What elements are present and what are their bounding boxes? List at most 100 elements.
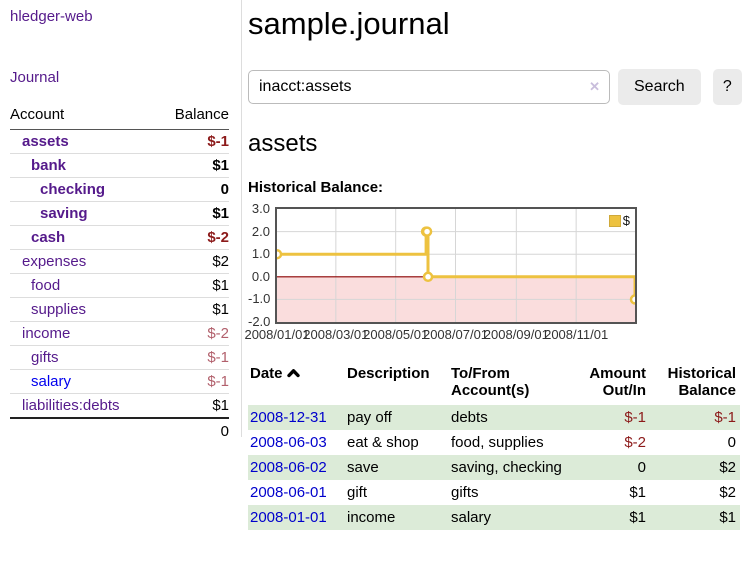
account-balance: $-1 (156, 129, 229, 154)
account-heading: assets (248, 130, 318, 157)
register-header-row: Date Description To/From Account(s) Amou… (248, 363, 740, 405)
transaction-amount: $1 (629, 509, 646, 526)
chart-canvas (277, 209, 635, 322)
register-col-amount-line2: Out/In (602, 382, 646, 399)
account-link-liabilities-debts[interactable]: liabilities:debts (22, 397, 120, 414)
data-point-marker (421, 226, 433, 237)
register-col-balance: Historical Balance (650, 363, 740, 405)
account-link-food[interactable]: food (31, 277, 61, 294)
account-row: salary $-1 (10, 369, 229, 394)
account-link-checking[interactable]: checking (40, 181, 106, 198)
accounts-total: 0 (156, 417, 229, 444)
register-row: 2008-06-02 save saving, checking 0 $2 (248, 455, 740, 480)
register-row: 2008-01-01 income salary $1 $1 (248, 505, 740, 530)
register-col-date[interactable]: Date (248, 363, 345, 405)
clear-search-icon[interactable]: ✕ (589, 79, 600, 94)
account-row: income $-2 (10, 321, 229, 346)
register-row: 2008-06-01 gift gifts $1 $2 (248, 480, 740, 505)
x-axis-tick-label: 2008/03/01 (303, 327, 369, 342)
transaction-accounts: food, supplies (451, 434, 544, 451)
data-point-marker (629, 294, 635, 305)
transaction-date-link[interactable]: 2008-06-02 (250, 459, 327, 476)
transaction-description: save (347, 459, 379, 476)
data-point-marker (422, 271, 434, 283)
page-title: sample.journal (248, 6, 450, 41)
x-axis-tick-label: 2008/07/01 (422, 327, 489, 342)
register-col-accounts-line2: Account(s) (451, 382, 530, 399)
transaction-balance: 0 (727, 434, 736, 451)
account-link-cash[interactable]: cash (31, 229, 66, 246)
account-link-bank[interactable]: bank (31, 157, 67, 174)
accounts-col-balance: Balance (156, 102, 229, 130)
register-table: Date Description To/From Account(s) Amou… (248, 363, 740, 530)
help-button[interactable]: ? (712, 69, 742, 105)
transaction-date-link[interactable]: 2008-06-01 (250, 484, 327, 501)
transaction-date-link[interactable]: 2008-01-01 (250, 509, 327, 526)
transaction-accounts: gifts (451, 484, 479, 501)
transaction-accounts: salary (451, 509, 492, 526)
journal-link[interactable]: Journal (10, 69, 60, 86)
transaction-balance: $2 (719, 484, 736, 501)
account-row: cash $-2 (10, 225, 229, 250)
account-link-supplies[interactable]: supplies (31, 301, 87, 318)
account-row: food $1 (10, 273, 229, 298)
transaction-balance: $1 (719, 509, 736, 526)
transaction-balance: $-1 (714, 409, 736, 426)
accounts-col-account: Account (10, 102, 157, 130)
register-col-description: Description (347, 365, 430, 382)
register-col-balance-line2: Balance (678, 382, 736, 399)
transaction-date-link[interactable]: 2008-06-03 (250, 434, 327, 451)
account-link-expenses[interactable]: expenses (22, 253, 87, 270)
transaction-accounts: debts (451, 409, 488, 426)
transaction-accounts: saving, checking (451, 459, 562, 476)
x-axis-tick-label: 2008/01/01 (244, 327, 310, 342)
legend-label: $ (622, 213, 630, 228)
y-axis-tick-label: 3.0 (251, 201, 270, 216)
x-axis-tick-label: 2008/11/01 (544, 327, 609, 342)
transaction-amount: $-2 (624, 434, 646, 451)
account-link-income[interactable]: income (22, 325, 71, 342)
register-row: 2008-06-03 eat & shop food, supplies $-2… (248, 430, 740, 455)
account-link-saving[interactable]: saving (40, 205, 88, 222)
register-col-amount-line1: Amount (589, 365, 646, 382)
account-balance: $1 (156, 273, 229, 298)
account-balance: $2 (156, 249, 229, 274)
account-row: saving $1 (10, 201, 229, 226)
register-col-accounts-line1: To/From (451, 365, 510, 382)
accounts-header-row: Account Balance (10, 102, 229, 130)
account-balance: 0 (156, 177, 229, 202)
transaction-amount: $-1 (624, 409, 646, 426)
account-balance: $-2 (156, 321, 229, 346)
y-axis-tick-label: 0.0 (251, 268, 270, 284)
account-row: assets $-1 (10, 129, 229, 154)
app-brand: hledger-web (10, 8, 229, 25)
register-col-amount: Amount Out/In (567, 363, 650, 405)
search-button[interactable]: Search (618, 69, 701, 105)
sort-ascending-icon (286, 369, 300, 378)
account-balance: $1 (156, 201, 229, 226)
account-row: checking 0 (10, 177, 229, 202)
transaction-date-link[interactable]: 2008-12-31 (250, 409, 327, 426)
account-row: supplies $1 (10, 297, 229, 322)
plot-wrap: $ 2008/01/01 2008/03/01 2008/05/01 2008/07/… (244, 207, 637, 343)
y-axis: 3.0 2.0 1.0 0.0 -1.0 -2.0 (248, 202, 275, 329)
account-row: bank $1 (10, 153, 229, 178)
account-balance: $1 (156, 297, 229, 322)
transaction-description: gift (347, 484, 368, 501)
account-link-gifts[interactable]: gifts (31, 349, 59, 366)
register-row: 2008-12-31 pay off debts $-1 $-1 (248, 405, 740, 430)
app-brand-link[interactable]: hledger-web (10, 8, 93, 25)
register-col-accounts: To/From Account(s) (449, 363, 567, 405)
x-axis-tick-label: 2008/05/01 (363, 327, 429, 342)
main-content: sample.journal ✕ Search ? assets Histori… (242, 0, 742, 530)
search-form: ✕ Search ? (248, 69, 742, 105)
account-link-salary[interactable]: salary (31, 373, 72, 390)
account-row: expenses $2 (10, 249, 229, 274)
account-link-assets[interactable]: assets (22, 133, 69, 150)
sidebar-item-journal: Journal (10, 69, 229, 86)
legend-swatch-icon (608, 214, 621, 227)
y-axis-tick-label: -1.0 (248, 291, 271, 307)
sidebar: hledger-web Journal Account Balance asse… (0, 0, 242, 444)
search-input[interactable] (248, 70, 610, 104)
data-point-marker (277, 248, 283, 260)
